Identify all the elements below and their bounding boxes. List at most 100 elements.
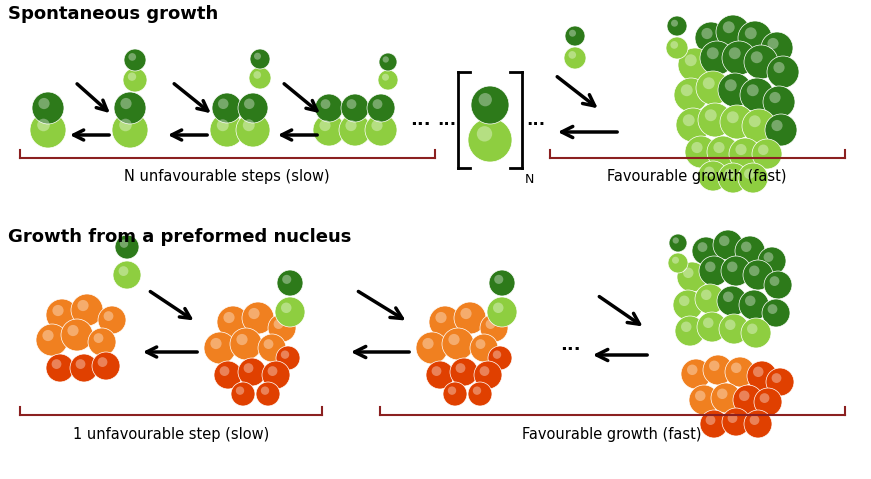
Circle shape bbox=[346, 120, 356, 131]
Circle shape bbox=[276, 346, 300, 370]
Circle shape bbox=[236, 334, 247, 345]
Circle shape bbox=[450, 358, 478, 386]
Circle shape bbox=[742, 109, 776, 143]
Circle shape bbox=[339, 114, 371, 146]
Circle shape bbox=[315, 94, 343, 122]
Circle shape bbox=[104, 311, 113, 321]
Circle shape bbox=[713, 142, 725, 153]
Circle shape bbox=[725, 319, 735, 330]
Circle shape bbox=[747, 361, 777, 391]
Circle shape bbox=[30, 112, 66, 148]
Circle shape bbox=[687, 365, 698, 375]
Circle shape bbox=[489, 270, 515, 296]
Circle shape bbox=[739, 390, 750, 401]
Circle shape bbox=[740, 78, 774, 112]
Circle shape bbox=[751, 51, 763, 63]
Circle shape bbox=[749, 115, 760, 127]
Circle shape bbox=[773, 62, 785, 73]
Circle shape bbox=[758, 145, 768, 155]
Circle shape bbox=[93, 333, 104, 343]
Circle shape bbox=[735, 236, 765, 266]
Circle shape bbox=[378, 70, 398, 90]
Circle shape bbox=[744, 45, 778, 79]
Circle shape bbox=[716, 15, 750, 49]
Circle shape bbox=[668, 253, 688, 273]
Circle shape bbox=[717, 388, 727, 399]
Circle shape bbox=[770, 276, 780, 286]
Circle shape bbox=[698, 103, 732, 137]
Circle shape bbox=[493, 351, 501, 359]
Circle shape bbox=[731, 363, 741, 373]
Text: ...: ... bbox=[560, 336, 580, 354]
Circle shape bbox=[764, 252, 773, 262]
Circle shape bbox=[476, 126, 492, 141]
Circle shape bbox=[123, 68, 147, 92]
Text: Growth from a preformed nucleus: Growth from a preformed nucleus bbox=[8, 228, 351, 246]
Circle shape bbox=[231, 382, 255, 406]
Circle shape bbox=[112, 112, 148, 148]
Circle shape bbox=[666, 37, 688, 59]
Circle shape bbox=[474, 361, 502, 389]
Circle shape bbox=[52, 305, 64, 316]
Circle shape bbox=[733, 385, 763, 415]
Circle shape bbox=[752, 139, 782, 169]
Circle shape bbox=[565, 26, 585, 46]
Circle shape bbox=[569, 30, 576, 37]
Circle shape bbox=[735, 144, 746, 155]
Circle shape bbox=[758, 247, 786, 275]
Circle shape bbox=[747, 323, 758, 334]
Circle shape bbox=[675, 316, 705, 346]
Circle shape bbox=[436, 312, 447, 323]
Circle shape bbox=[448, 387, 456, 395]
Circle shape bbox=[699, 256, 729, 286]
Circle shape bbox=[320, 120, 331, 131]
Circle shape bbox=[449, 334, 460, 345]
Circle shape bbox=[766, 368, 794, 396]
Circle shape bbox=[745, 296, 755, 306]
Circle shape bbox=[762, 299, 790, 327]
Circle shape bbox=[204, 332, 236, 364]
Circle shape bbox=[676, 108, 710, 142]
Circle shape bbox=[744, 410, 772, 438]
Circle shape bbox=[88, 328, 116, 356]
Circle shape bbox=[689, 385, 719, 415]
Circle shape bbox=[382, 74, 389, 80]
Circle shape bbox=[681, 359, 711, 389]
Circle shape bbox=[70, 354, 98, 382]
Circle shape bbox=[273, 319, 283, 329]
Text: 1 unfavourable step (slow): 1 unfavourable step (slow) bbox=[73, 427, 269, 443]
Circle shape bbox=[36, 324, 68, 356]
Circle shape bbox=[473, 387, 481, 395]
Circle shape bbox=[250, 49, 270, 69]
Circle shape bbox=[671, 41, 679, 49]
Circle shape bbox=[685, 54, 697, 66]
Circle shape bbox=[214, 361, 242, 389]
Circle shape bbox=[725, 357, 755, 387]
Circle shape bbox=[321, 99, 330, 109]
Circle shape bbox=[236, 113, 270, 147]
Circle shape bbox=[718, 163, 748, 193]
Circle shape bbox=[248, 308, 260, 319]
Circle shape bbox=[741, 318, 771, 348]
Circle shape bbox=[720, 105, 754, 139]
Circle shape bbox=[569, 51, 576, 59]
Circle shape bbox=[711, 383, 741, 413]
Circle shape bbox=[741, 241, 752, 252]
Text: Favourable growth (fast): Favourable growth (fast) bbox=[607, 169, 787, 183]
Circle shape bbox=[667, 16, 687, 36]
Circle shape bbox=[719, 314, 749, 344]
Circle shape bbox=[695, 284, 725, 314]
Circle shape bbox=[476, 339, 485, 349]
Circle shape bbox=[709, 361, 719, 371]
Circle shape bbox=[382, 57, 388, 63]
Circle shape bbox=[379, 53, 397, 71]
Circle shape bbox=[494, 275, 503, 284]
Circle shape bbox=[723, 292, 733, 302]
Circle shape bbox=[719, 236, 730, 246]
Circle shape bbox=[217, 306, 249, 338]
Circle shape bbox=[564, 47, 586, 69]
Circle shape bbox=[223, 312, 234, 323]
Circle shape bbox=[470, 334, 498, 362]
Circle shape bbox=[249, 67, 271, 89]
Circle shape bbox=[685, 136, 717, 168]
